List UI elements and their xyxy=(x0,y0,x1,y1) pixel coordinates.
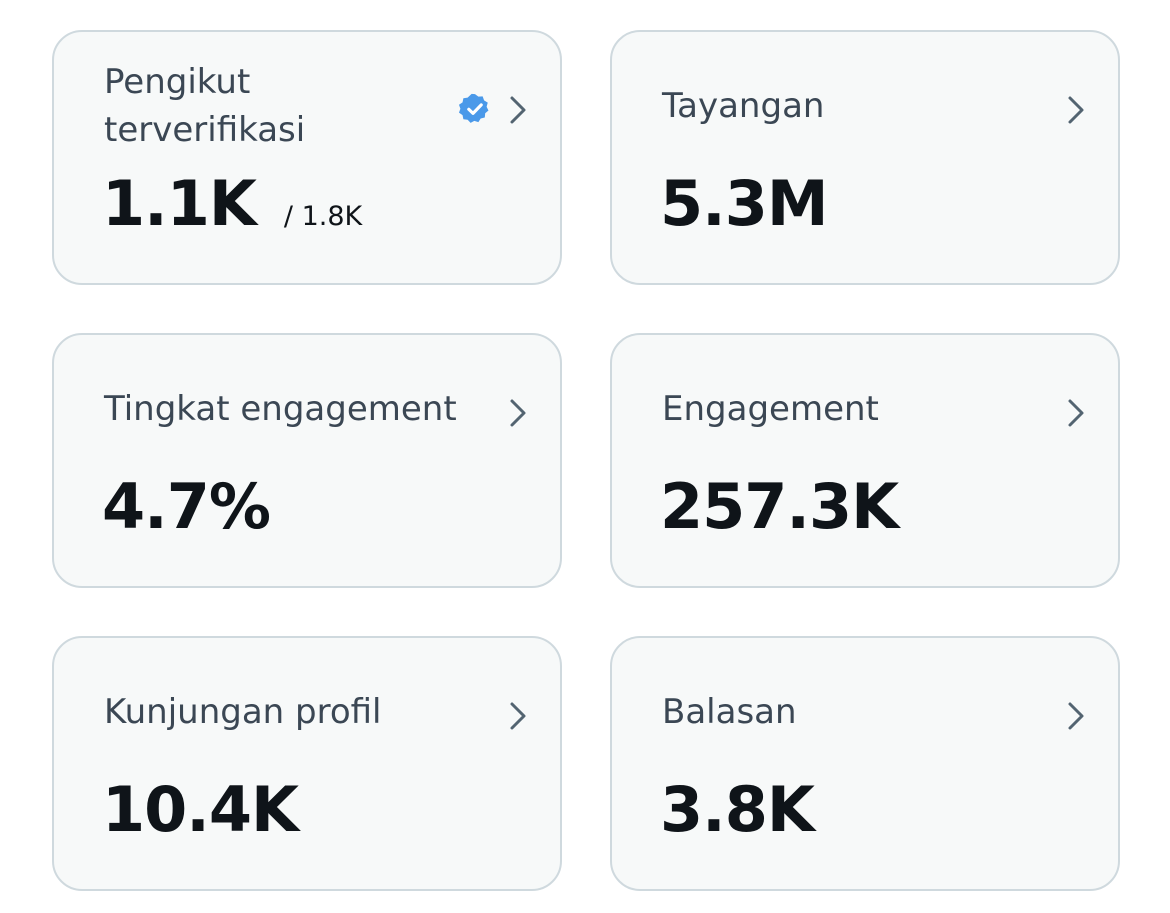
chevron-icon xyxy=(510,96,526,124)
chevron-icon xyxy=(510,399,526,427)
metric-label: Tayangan xyxy=(662,86,825,126)
metric-label: Balasan xyxy=(662,692,797,732)
metric-label: Engagement xyxy=(662,389,879,429)
metric-value: 4.7% xyxy=(102,470,271,543)
metric-value: 5.3M xyxy=(660,167,829,240)
chevron-icon xyxy=(1068,399,1084,427)
verified-badge xyxy=(458,93,489,123)
value-row: 10.4K xyxy=(102,773,299,846)
metric-card[interactable]: Tingkat engagement 4.7% xyxy=(52,333,562,588)
value-row: 1.1K / 1.8K xyxy=(102,167,362,240)
chevron-icon xyxy=(1068,96,1084,124)
metric-label: Tingkat engagement xyxy=(104,389,457,429)
metric-card[interactable]: Tayangan 5.3M xyxy=(610,30,1120,285)
metric-value: 10.4K xyxy=(102,773,299,846)
value-row: 4.7% xyxy=(102,470,271,543)
metric-label: Pengikut terverifikasi xyxy=(104,62,306,150)
metric-card[interactable]: Kunjungan profil 10.4K xyxy=(52,636,562,891)
metric-total: / 1.8K xyxy=(283,201,363,232)
value-row: 5.3M xyxy=(660,167,829,240)
metric-card[interactable]: Balasan 3.8K xyxy=(610,636,1120,891)
value-row: 3.8K xyxy=(660,773,815,846)
chevron-icon xyxy=(1068,702,1084,730)
metric-value: 3.8K xyxy=(660,773,815,846)
metric-card[interactable]: Engagement 257.3K xyxy=(610,333,1120,588)
metric-value: 257.3K xyxy=(660,470,899,543)
value-row: 257.3K xyxy=(660,470,899,543)
metric-card[interactable]: Pengikut terverifikasi 1.1K / 1.8K xyxy=(52,30,562,285)
metric-value: 1.1K xyxy=(102,167,257,240)
metric-label: Kunjungan profil xyxy=(104,692,382,732)
chevron-icon xyxy=(510,702,526,730)
